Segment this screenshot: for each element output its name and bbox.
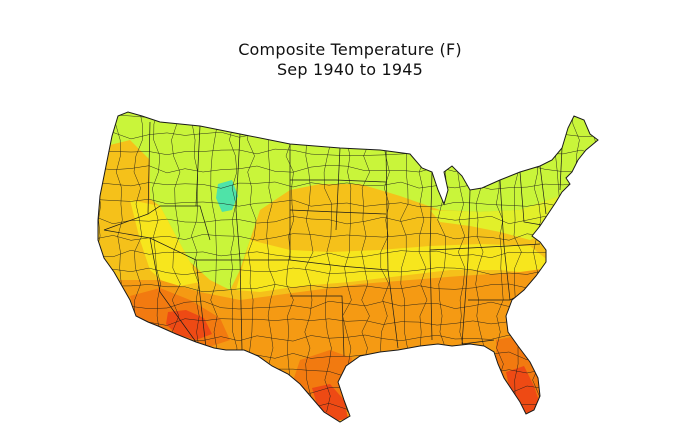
division-line [98, 249, 598, 258]
division-line [98, 114, 598, 123]
division-line [98, 232, 598, 241]
map-title-line-1: Composite Temperature (F) [238, 40, 462, 59]
division-line [98, 215, 598, 225]
field-south-texas-red [312, 384, 348, 422]
field-arizona-red [166, 310, 212, 340]
division-line [98, 198, 598, 208]
state-boundaries [103, 121, 563, 357]
map-title-line-2: Sep 1940 to 1945 [276, 60, 424, 79]
map-title: Composite Temperature (F) Sep 1940 to 19… [0, 40, 700, 80]
division-line [98, 267, 598, 275]
field-yellow-central [236, 240, 550, 292]
division-line [589, 112, 598, 413]
division-line [98, 112, 105, 413]
division-line [266, 112, 276, 413]
field-west-interior-yellow [130, 200, 200, 288]
division-line [98, 283, 598, 293]
